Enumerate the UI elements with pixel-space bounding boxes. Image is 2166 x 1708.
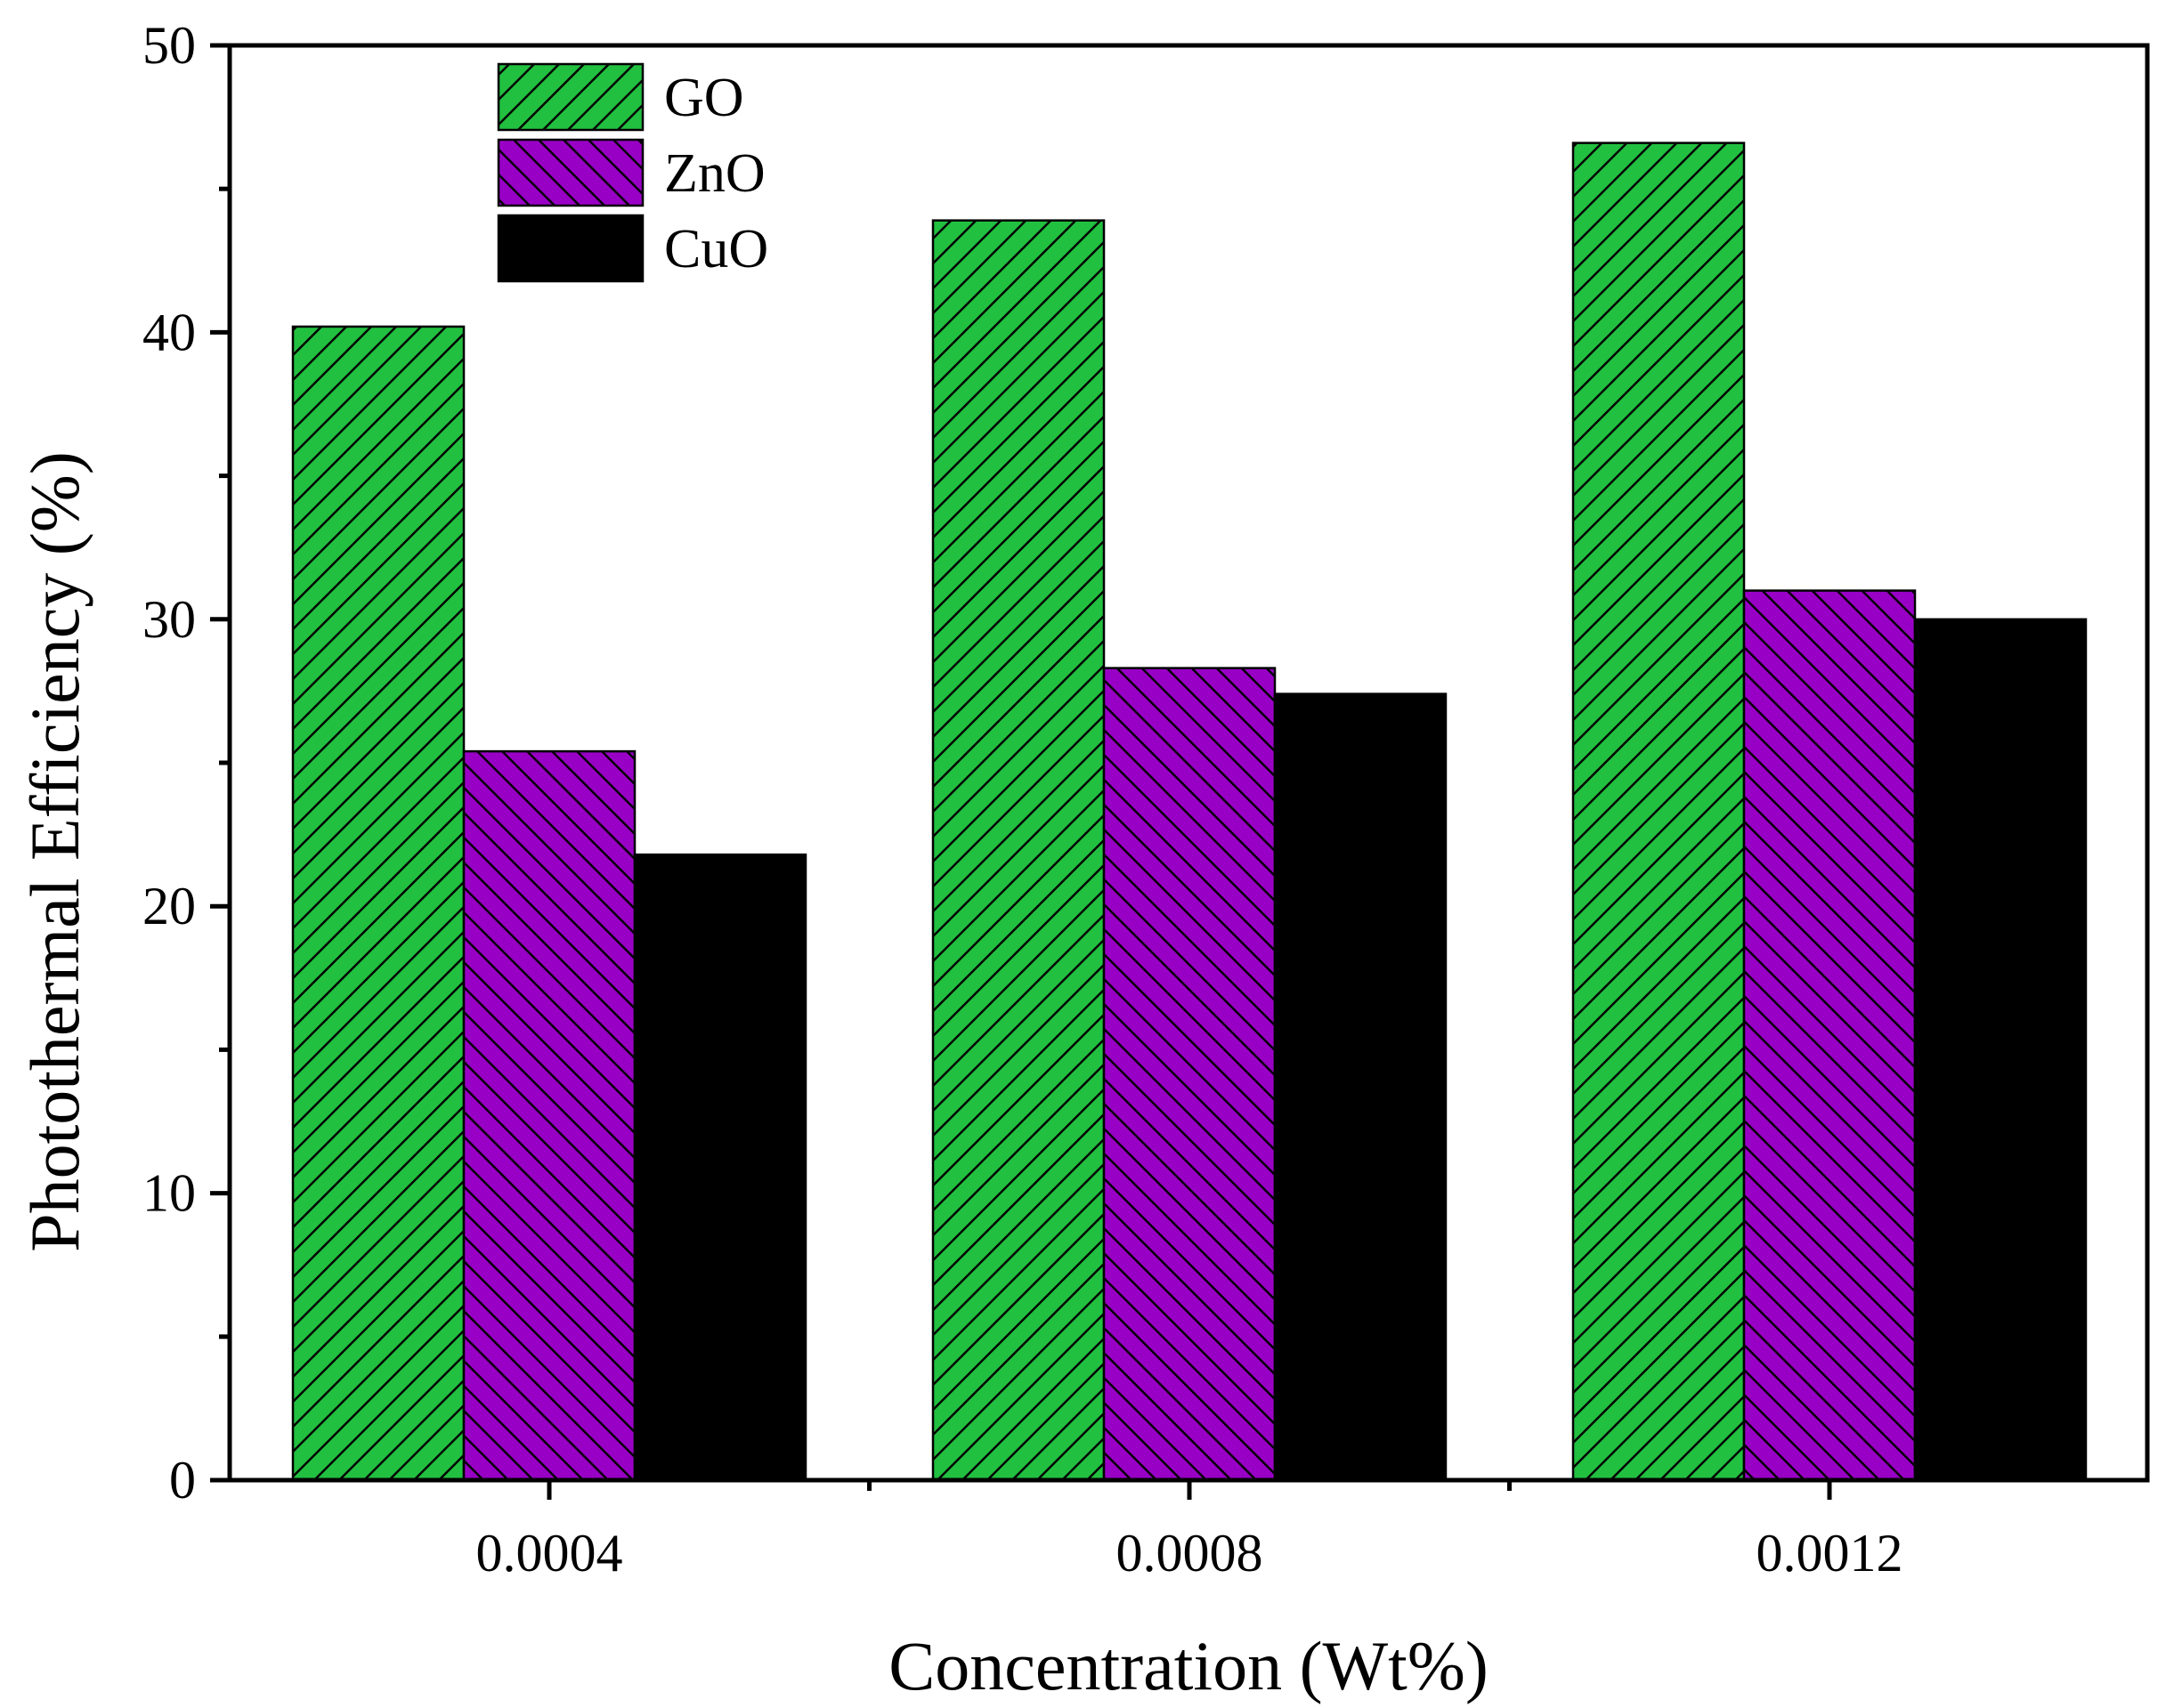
bar-cuo-0.0012 — [1913, 618, 2088, 1482]
bar-go-0.0004 — [291, 325, 466, 1482]
y-tick-label: 50 — [142, 16, 196, 75]
y-tick-label: 10 — [142, 1164, 196, 1223]
legend: GO ZnO CuO — [497, 62, 768, 283]
y-axis-title: Photothermal Efficiency (%) — [16, 451, 93, 1252]
y-tick-label: 20 — [142, 877, 196, 935]
legend-label: GO — [664, 68, 744, 128]
legend-item-go: GO — [497, 62, 744, 132]
y-tick-label: 40 — [142, 303, 196, 361]
x-axis-title: Concentration (Wt%) — [888, 1627, 1489, 1704]
bar-zno-0.0008 — [1102, 667, 1277, 1482]
bar-cuo-0.0008 — [1273, 692, 1448, 1482]
y-tick-label: 30 — [142, 590, 196, 649]
bar-zno-0.0004 — [462, 749, 637, 1482]
x-tick-label: 0.0012 — [1756, 1524, 1903, 1583]
bar-cuo-0.0004 — [633, 853, 807, 1482]
x-tick-label: 0.0008 — [1116, 1524, 1263, 1583]
bar-zno-0.0012 — [1742, 589, 1917, 1482]
legend-item-cuo: CuO — [497, 214, 768, 283]
legend-label: CuO — [664, 219, 768, 279]
x-tick-label: 0.0004 — [476, 1524, 623, 1583]
y-tick-label: 0 — [169, 1451, 196, 1510]
bar-go-0.0012 — [1571, 142, 1746, 1482]
legend-label: ZnO — [664, 143, 766, 204]
legend-item-zno: ZnO — [497, 138, 766, 207]
bars-layer — [291, 142, 2088, 1482]
legend-swatch — [499, 215, 643, 281]
axes-layer: 0 10 20 30 40 50 0.0004 0.0008 0.0012 — [142, 16, 1903, 1583]
bar-go-0.0008 — [931, 219, 1106, 1482]
